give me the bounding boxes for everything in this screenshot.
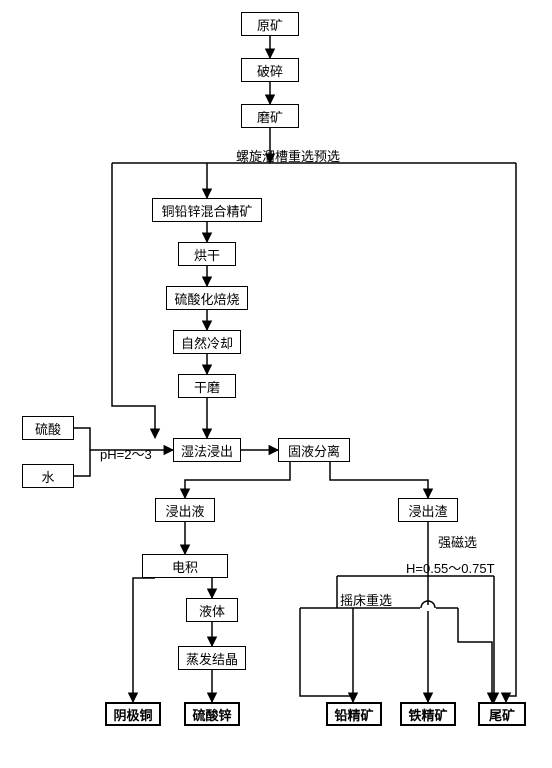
node-zinc_sulfate: 硫酸锌 — [184, 702, 240, 726]
node-fe_conc: 铁精矿 — [400, 702, 456, 726]
node-dry: 烘干 — [178, 242, 236, 266]
node-crush: 破碎 — [241, 58, 299, 82]
node-label: 自然冷却 — [181, 333, 233, 352]
node-label: 硫酸化焙烧 — [174, 289, 239, 308]
node-label: 烘干 — [194, 245, 220, 264]
node-label: 原矿 — [257, 15, 283, 34]
node-wet_leach: 湿法浸出 — [173, 438, 241, 462]
label-h_range: H=0.55～0.75T — [406, 558, 495, 577]
edge-17 — [133, 578, 155, 702]
node-label: 液体 — [199, 601, 225, 620]
node-label: 硫酸 — [35, 419, 61, 438]
node-label: 湿法浸出 — [181, 441, 233, 460]
node-cathode_cu: 阴极铜 — [105, 702, 161, 726]
node-label: 浸出渣 — [408, 501, 447, 520]
node-tailings: 尾矿 — [478, 702, 526, 726]
node-label: 破碎 — [257, 61, 283, 80]
node-label: 浸出液 — [165, 501, 204, 520]
node-label: 蒸发结晶 — [186, 649, 238, 668]
node-label: 尾矿 — [489, 705, 515, 724]
node-roast: 硫酸化焙烧 — [166, 286, 248, 310]
node-grind: 磨矿 — [241, 104, 299, 128]
label-shaking: 摇床重选 — [340, 590, 392, 609]
node-electro: 电积 — [142, 554, 228, 578]
edge-4 — [506, 163, 516, 702]
node-raw_ore: 原矿 — [241, 12, 299, 36]
node-sep: 固液分离 — [278, 438, 350, 462]
node-label: 磨矿 — [257, 107, 283, 126]
edge-28 — [458, 608, 492, 702]
label-ph: pH=2～3 — [100, 444, 152, 463]
node-mixed_conc: 铜铅锌混合精矿 — [152, 198, 262, 222]
node-label: 阴极铜 — [113, 705, 152, 724]
edge-15 — [330, 462, 428, 498]
node-label: 铜铅锌混合精矿 — [161, 201, 252, 220]
node-label: 铅精矿 — [334, 705, 373, 724]
node-label: 铁精矿 — [408, 705, 447, 724]
node-label: 水 — [41, 467, 54, 486]
node-label: 干磨 — [194, 377, 220, 396]
label-spiral: 螺旋溜槽重选预选 — [236, 146, 340, 165]
edge-12 — [74, 450, 90, 476]
label-strong_mag: 强磁选 — [438, 532, 477, 551]
node-label: 电积 — [172, 557, 198, 576]
edge-jump — [421, 601, 435, 608]
node-pb_conc: 铅精矿 — [326, 702, 382, 726]
node-dry_grind: 干磨 — [178, 374, 236, 398]
edge-30 — [300, 608, 354, 696]
node-sulfuric: 硫酸 — [22, 416, 74, 440]
node-residue: 浸出渣 — [398, 498, 458, 522]
node-label: 固液分离 — [288, 441, 340, 460]
edge-29 — [112, 163, 155, 438]
node-cool: 自然冷却 — [173, 330, 241, 354]
edge-14 — [185, 462, 290, 498]
node-liquid: 液体 — [186, 598, 238, 622]
node-water: 水 — [22, 464, 74, 488]
node-label: 硫酸锌 — [192, 705, 231, 724]
node-leachate: 浸出液 — [155, 498, 215, 522]
node-evap: 蒸发结晶 — [178, 646, 246, 670]
